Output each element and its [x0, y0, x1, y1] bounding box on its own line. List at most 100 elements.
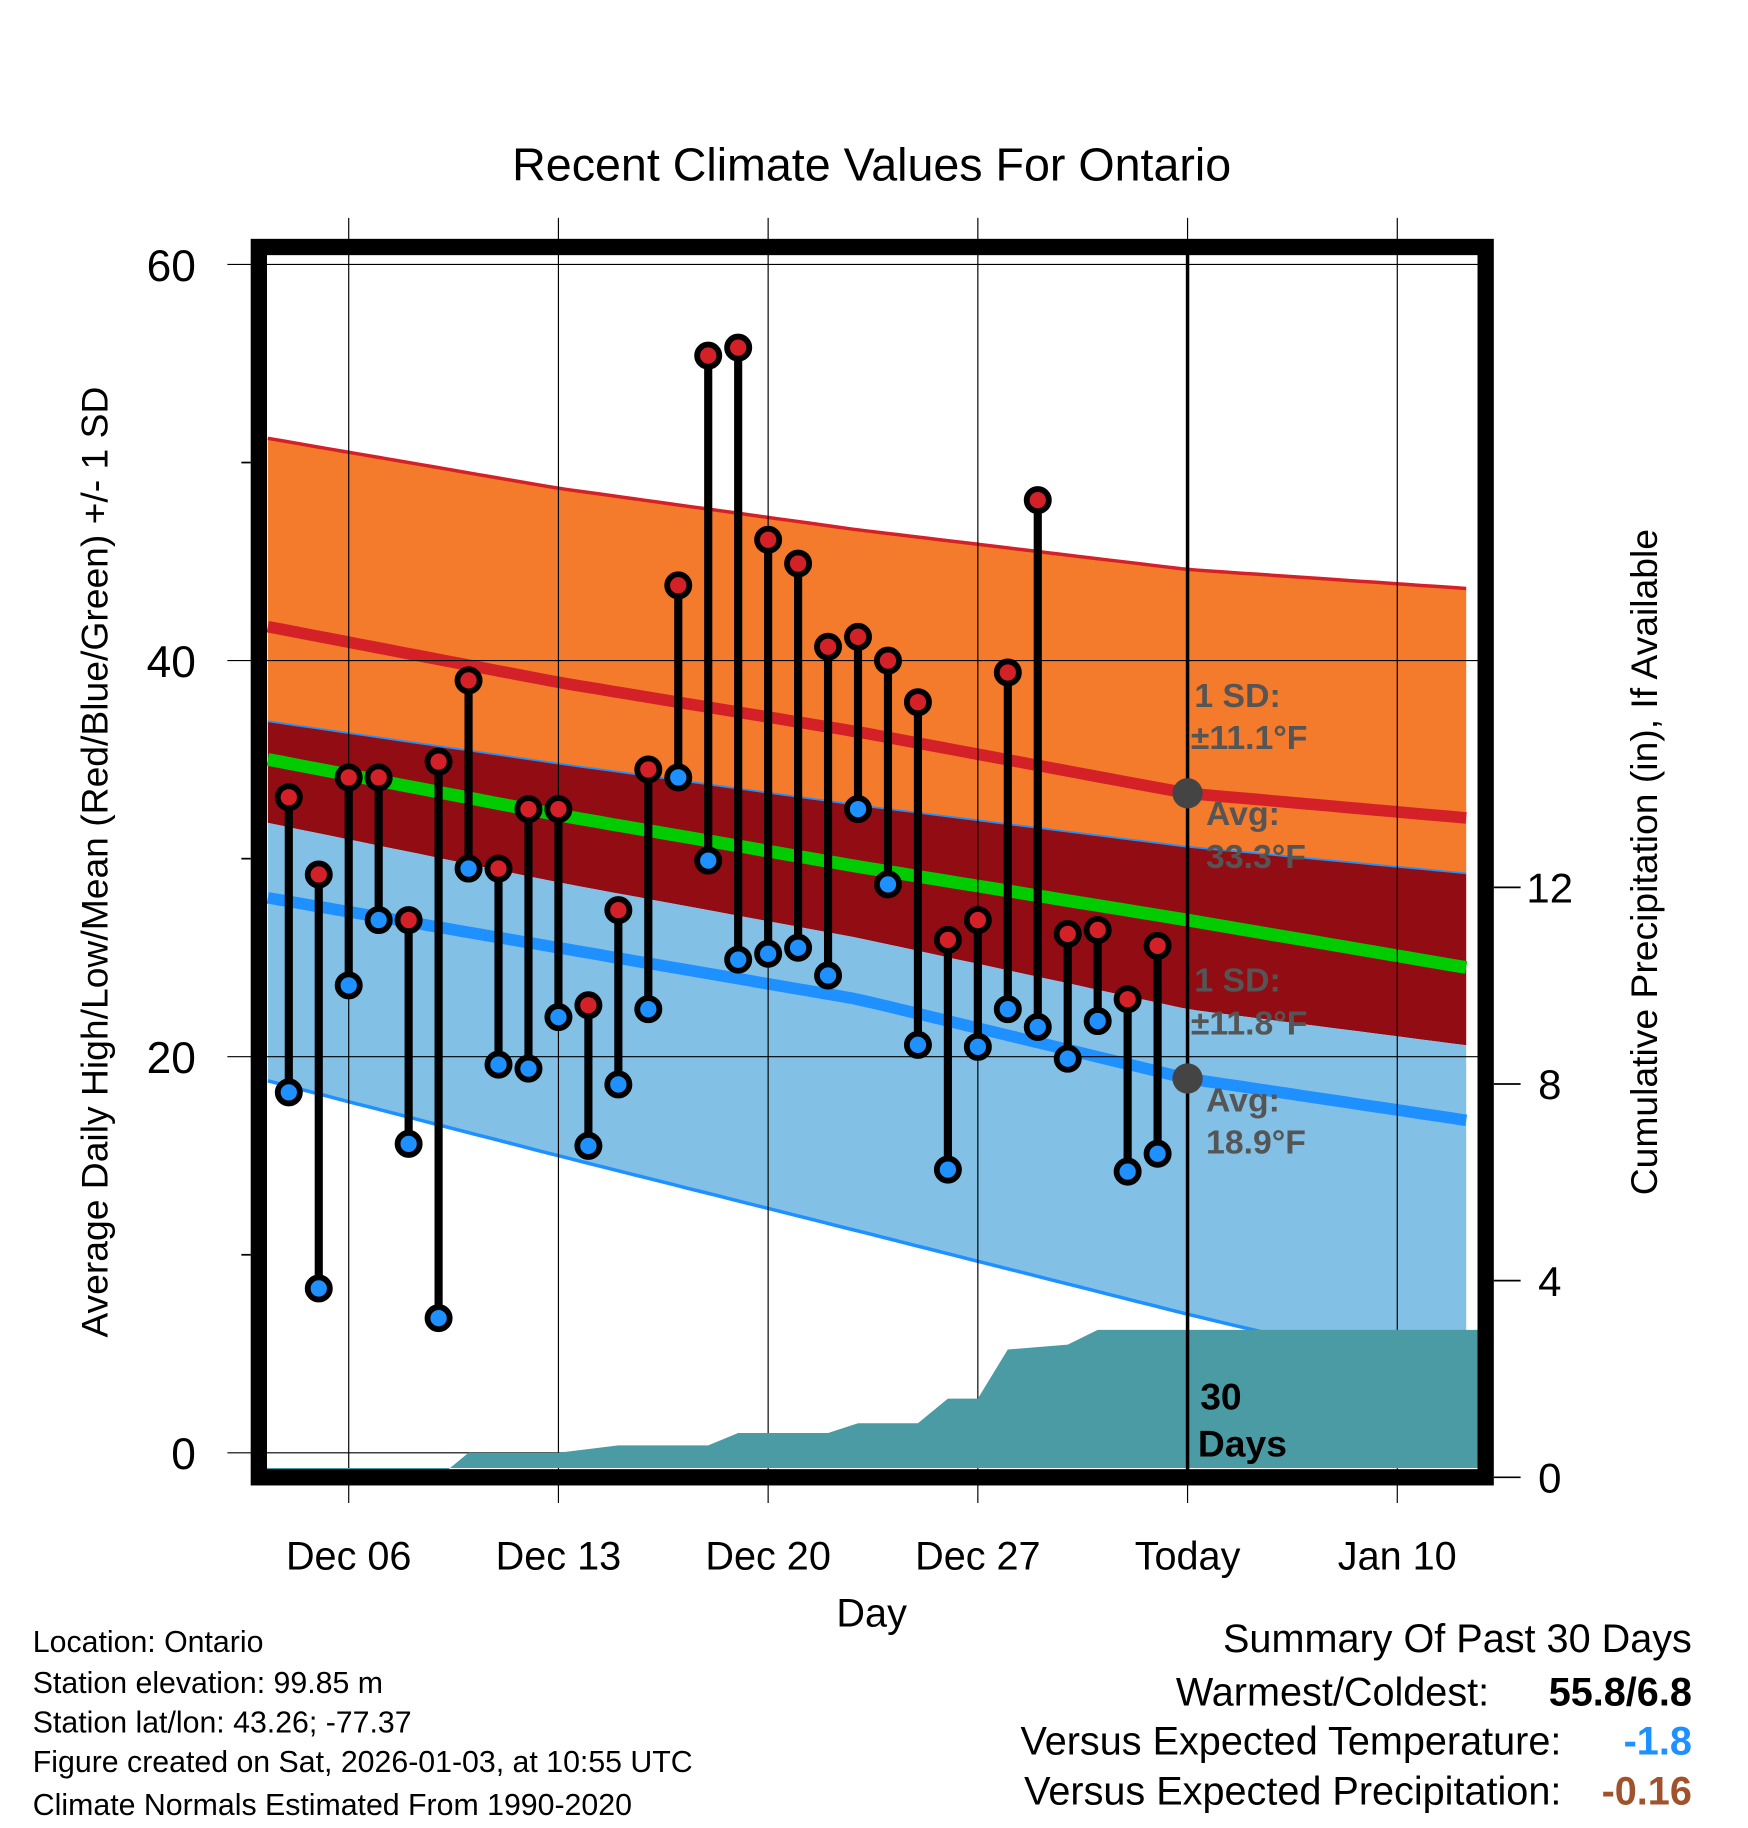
- high-plus-sd-line: [267, 436, 1467, 591]
- x-tick-label: Dec 20: [705, 1534, 831, 1578]
- y2-tick-label: 8: [1538, 1061, 1561, 1108]
- axes: 0 20 40 60 0 4 8 12 Dec 06 Dec 13 Dec 20 Dec 27 Toda…: [147, 238, 1573, 1578]
- low-avg-value: 18.9°F: [1206, 1123, 1306, 1161]
- low-sd-label: 1 SD:: [1194, 961, 1280, 999]
- high-point: [963, 906, 992, 935]
- precip-cumulative-area: [258, 1329, 1479, 1478]
- low-point: [514, 1054, 543, 1083]
- low-point: [1113, 1157, 1142, 1186]
- window-unit: Days: [1198, 1422, 1287, 1464]
- low-point: [1053, 1044, 1082, 1073]
- high-point: [484, 854, 513, 883]
- high-point: [694, 341, 723, 370]
- y2-axis-label: Cumulative Precipitation (in), If Availa…: [1623, 529, 1665, 1195]
- high-point: [724, 333, 753, 362]
- high-point: [454, 666, 483, 695]
- high-point: [1083, 915, 1112, 944]
- precip-area: [258, 1329, 1479, 1478]
- high-point: [364, 763, 393, 792]
- y2-tick-label: 12: [1526, 864, 1573, 911]
- x-tick-label: Today: [1135, 1534, 1241, 1578]
- low-point: [754, 939, 783, 968]
- high-point: [873, 646, 902, 675]
- low-point: [274, 1078, 303, 1107]
- low-avg-label: Avg:: [1206, 1081, 1280, 1119]
- high-point: [424, 747, 453, 776]
- x-tick-label: Dec 27: [915, 1534, 1041, 1578]
- high-point: [634, 755, 663, 784]
- low-point: [574, 1131, 603, 1160]
- low-point: [604, 1070, 633, 1099]
- y2-tick-label: 4: [1538, 1258, 1561, 1305]
- x-tick-label: Dec 13: [496, 1534, 622, 1578]
- low-point: [694, 846, 723, 875]
- y-tick-label: 60: [147, 242, 196, 291]
- low-point: [394, 1129, 423, 1158]
- high-point: [784, 549, 813, 578]
- high-point: [814, 632, 843, 661]
- low-point: [424, 1304, 453, 1333]
- high-point: [933, 925, 962, 954]
- avg-high-today-marker: [1172, 778, 1203, 809]
- avg-low-today-marker: [1172, 1063, 1203, 1094]
- annotations: 1 SD: ±11.1°F Avg: 33.3°F 1 SD: ±11.8°F …: [1191, 677, 1308, 1464]
- temp-value: -1.8: [1624, 1720, 1692, 1764]
- info-created: Figure created on Sat, 2026-01-03, at 10…: [33, 1746, 693, 1779]
- low-point: [993, 995, 1022, 1024]
- high-point: [903, 688, 932, 717]
- info-normals: Climate Normals Estimated From 1990-2020: [33, 1789, 632, 1822]
- low-point: [903, 1030, 932, 1059]
- high-point: [844, 622, 872, 651]
- high-avg-value: 33.3°F: [1206, 838, 1306, 876]
- high-point: [544, 795, 573, 824]
- x-tick-label: Dec 06: [286, 1534, 412, 1578]
- y-tick-label: 0: [171, 1430, 196, 1479]
- high-point: [754, 525, 783, 554]
- low-point: [784, 933, 813, 962]
- low-point: [963, 1032, 992, 1061]
- low-point: [304, 1274, 333, 1303]
- high-sd-value: ±11.1°F: [1191, 719, 1308, 757]
- avg-low-line: [266, 892, 1468, 1127]
- low-sd-band: [267, 822, 1467, 1381]
- low-point: [724, 945, 753, 974]
- high-point: [664, 571, 693, 600]
- x-axis-label: Day: [836, 1591, 907, 1635]
- low-point: [844, 795, 872, 824]
- high-avg-label: Avg:: [1206, 795, 1280, 833]
- chart-title: Recent Climate Values For Ontario: [512, 139, 1231, 191]
- high-sd-label: 1 SD:: [1194, 677, 1280, 715]
- station-info: Location: Ontario Station elevation: 99.…: [33, 1626, 693, 1822]
- window-count: 30: [1200, 1376, 1241, 1418]
- warm-cold-label: Warmest/Coldest:: [1176, 1671, 1489, 1715]
- low-point: [1083, 1007, 1112, 1036]
- info-location: Location: Ontario: [33, 1626, 264, 1659]
- low-point: [1023, 1013, 1052, 1041]
- high-point: [993, 658, 1022, 687]
- warm-cold-value: 55.8/6.8: [1549, 1671, 1692, 1715]
- low-point: [873, 870, 902, 899]
- info-latlon: Station lat/lon: 43.26; -77.37: [33, 1706, 412, 1739]
- high-point: [274, 783, 303, 812]
- low-point: [454, 854, 483, 883]
- normal-bands: [266, 436, 1468, 1383]
- high-point: [1053, 919, 1082, 948]
- low-point: [933, 1155, 962, 1184]
- plot-frame: [250, 238, 1494, 1486]
- observations: [274, 333, 1172, 1333]
- high-point: [514, 795, 543, 824]
- high-point: [1113, 985, 1142, 1014]
- high-point: [604, 896, 633, 925]
- y-tick-label: 40: [147, 638, 196, 687]
- high-point: [304, 860, 333, 889]
- y-tick-label: 20: [147, 1034, 196, 1083]
- high-point: [1023, 486, 1052, 515]
- high-point: [1143, 931, 1172, 960]
- summary: Summary Of Past 30 Days Warmest/Coldest:…: [1020, 1617, 1691, 1814]
- low-point: [364, 906, 393, 935]
- low-point: [814, 961, 843, 990]
- low-point: [634, 995, 663, 1024]
- precip-value: -0.16: [1602, 1770, 1692, 1814]
- x-tick-label: Jan 10: [1338, 1534, 1457, 1578]
